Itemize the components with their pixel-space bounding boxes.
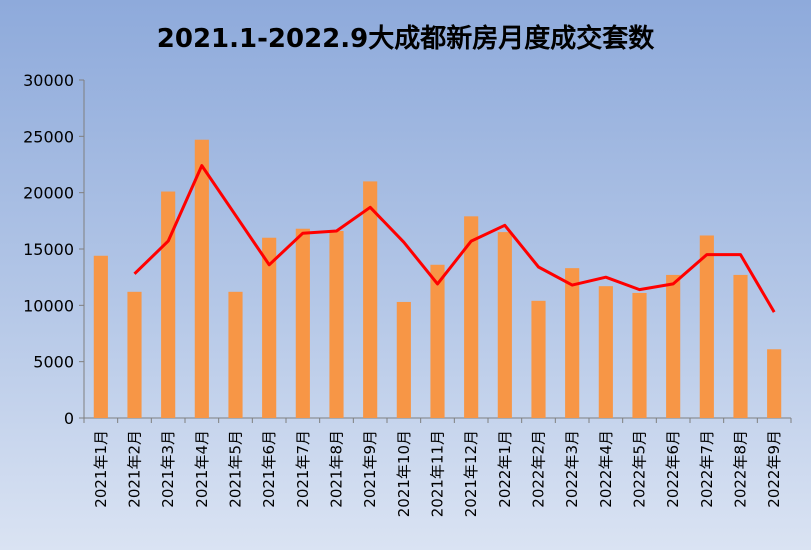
y-tick-label: 20000 [23, 184, 74, 203]
bar [127, 291, 142, 418]
bar [161, 191, 176, 418]
bar [93, 255, 108, 418]
y-tick-label: 5000 [33, 353, 74, 372]
y-tick-label: 0 [64, 409, 74, 428]
bar [733, 274, 748, 418]
bar [396, 301, 411, 418]
bar [632, 292, 647, 418]
x-tick-label: 2021年11月 [429, 430, 447, 517]
bar [531, 300, 546, 418]
x-tick-label: 2022年3月 [563, 430, 581, 508]
x-tick-label: 2021年4月 [193, 430, 211, 508]
bar [464, 216, 479, 418]
bar [666, 274, 681, 418]
bar [430, 264, 445, 418]
x-tick-label: 2021年1月 [92, 430, 110, 508]
x-tick-label: 2021年5月 [227, 430, 245, 508]
bar [598, 286, 613, 418]
x-tick-label: 2022年5月 [631, 430, 649, 508]
x-tick-label: 2021年3月 [159, 430, 177, 508]
bar [295, 228, 310, 418]
bar [497, 232, 512, 418]
x-tick-label: 2021年7月 [294, 430, 312, 508]
y-tick-label: 30000 [23, 71, 74, 90]
x-tick-label: 2021年6月 [260, 430, 278, 508]
y-tick-label: 15000 [23, 240, 74, 259]
bar [699, 235, 714, 418]
bar [329, 230, 344, 418]
y-tick-label: 10000 [23, 296, 74, 315]
bar [228, 291, 243, 418]
bar [363, 181, 378, 418]
bar [194, 139, 209, 419]
x-tick-label: 2021年12月 [462, 430, 480, 517]
x-tick-label: 2021年2月 [126, 430, 144, 508]
x-tick-label: 2022年7月 [698, 430, 716, 508]
x-tick-label: 2022年6月 [664, 430, 682, 508]
chart-title: 2021.1-2022.9大成都新房月度成交套数 [156, 24, 655, 54]
x-tick-label: 2021年10月 [395, 430, 413, 517]
x-tick-label: 2022年2月 [530, 430, 548, 508]
x-tick-label: 2022年9月 [765, 430, 783, 508]
x-tick-label: 2022年4月 [597, 430, 615, 508]
bar [767, 349, 782, 418]
bar [262, 237, 277, 418]
x-tick-label: 2021年8月 [328, 430, 346, 508]
x-tick-label: 2022年1月 [496, 430, 514, 508]
bar [565, 268, 580, 418]
y-tick-label: 25000 [23, 127, 74, 146]
x-tick-label: 2021年9月 [361, 430, 379, 508]
series-line [133, 164, 776, 313]
x-tick-label: 2022年8月 [732, 430, 750, 508]
